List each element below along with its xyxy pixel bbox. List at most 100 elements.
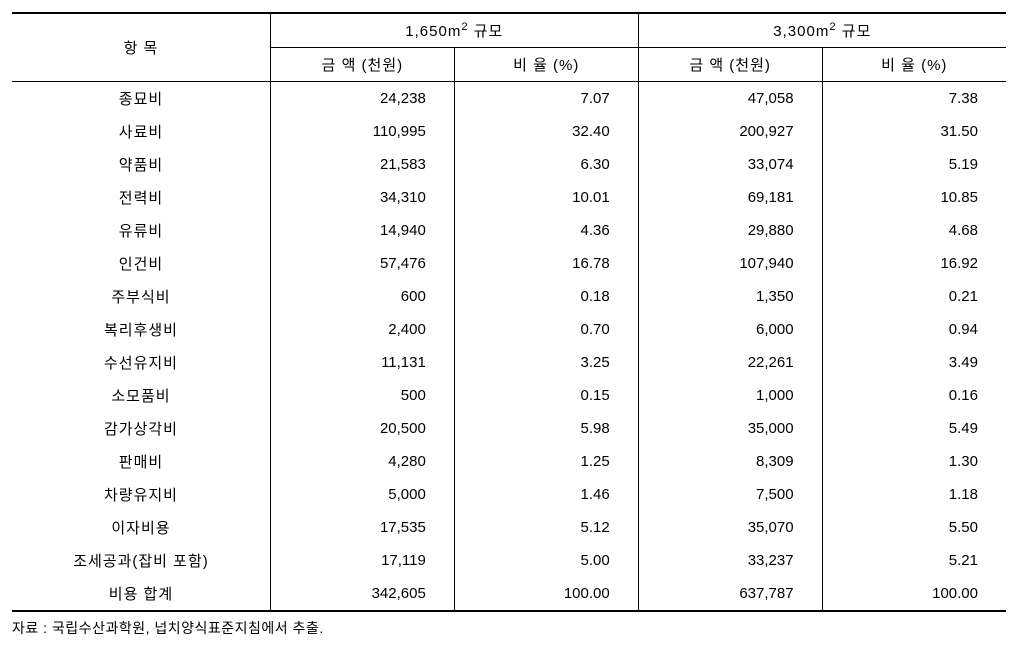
header-scale-2: 3,300m2 규모	[638, 13, 1006, 48]
table-row: 이자비용17,5355.1235,0705.50	[12, 511, 1006, 544]
cell-item: 소모품비	[12, 379, 270, 412]
cell-item: 주부식비	[12, 280, 270, 313]
header-ratio-2: 비 율 (%)	[822, 48, 1006, 82]
cell-ratio-2: 0.21	[822, 280, 1006, 313]
cell-ratio-1: 0.15	[454, 379, 638, 412]
cell-amount-1: 24,238	[270, 82, 454, 116]
header-amount-1: 금 액 (천원)	[270, 48, 454, 82]
cell-item: 인건비	[12, 247, 270, 280]
cell-item: 종묘비	[12, 82, 270, 116]
cell-item: 수선유지비	[12, 346, 270, 379]
header-amount-2: 금 액 (천원)	[638, 48, 822, 82]
cell-ratio-1: 5.98	[454, 412, 638, 445]
cell-amount-1: 5,000	[270, 478, 454, 511]
cell-item: 유류비	[12, 214, 270, 247]
cell-amount-1: 57,476	[270, 247, 454, 280]
cell-amount-1: 11,131	[270, 346, 454, 379]
cell-item: 판매비	[12, 445, 270, 478]
cell-item: 사료비	[12, 115, 270, 148]
cell-amount-2: 35,000	[638, 412, 822, 445]
cell-amount-2: 29,880	[638, 214, 822, 247]
cell-amount-1: 34,310	[270, 181, 454, 214]
cell-amount-2: 35,070	[638, 511, 822, 544]
cell-amount-1: 21,583	[270, 148, 454, 181]
cell-ratio-1: 5.12	[454, 511, 638, 544]
table-row: 복리후생비2,4000.706,0000.94	[12, 313, 1006, 346]
cell-amount-1: 20,500	[270, 412, 454, 445]
cell-amount-1: 17,535	[270, 511, 454, 544]
cell-amount-1: 14,940	[270, 214, 454, 247]
cell-amount-1: 342,605	[270, 577, 454, 611]
cell-amount-2: 6,000	[638, 313, 822, 346]
table-source-note: 자료 : 국립수산과학원, 넙치양식표준지침에서 추출.	[12, 618, 1006, 638]
table-row: 비용 합계342,605100.00637,787100.00	[12, 577, 1006, 611]
header-item: 항 목	[12, 13, 270, 82]
cell-item: 차량유지비	[12, 478, 270, 511]
cell-ratio-2: 0.94	[822, 313, 1006, 346]
cell-amount-2: 1,000	[638, 379, 822, 412]
table-row: 전력비34,31010.0169,18110.85	[12, 181, 1006, 214]
cell-ratio-1: 3.25	[454, 346, 638, 379]
cell-item: 조세공과(잡비 포함)	[12, 544, 270, 577]
scale2-sup: 2	[829, 21, 836, 33]
table-row: 인건비57,47616.78107,94016.92	[12, 247, 1006, 280]
table-row: 주부식비6000.181,3500.21	[12, 280, 1006, 313]
cell-amount-2: 47,058	[638, 82, 822, 116]
cell-item: 감가상각비	[12, 412, 270, 445]
cell-ratio-2: 0.16	[822, 379, 1006, 412]
cell-amount-2: 33,237	[638, 544, 822, 577]
cell-amount-1: 4,280	[270, 445, 454, 478]
cell-amount-1: 110,995	[270, 115, 454, 148]
table-row: 약품비21,5836.3033,0745.19	[12, 148, 1006, 181]
cell-amount-2: 22,261	[638, 346, 822, 379]
cell-amount-1: 600	[270, 280, 454, 313]
cell-amount-2: 8,309	[638, 445, 822, 478]
cell-ratio-2: 5.49	[822, 412, 1006, 445]
cell-item: 복리후생비	[12, 313, 270, 346]
table-row: 사료비110,99532.40200,92731.50	[12, 115, 1006, 148]
cell-ratio-2: 4.68	[822, 214, 1006, 247]
cell-amount-2: 69,181	[638, 181, 822, 214]
cell-ratio-1: 0.18	[454, 280, 638, 313]
cell-ratio-1: 7.07	[454, 82, 638, 116]
scale2-post: 규모	[837, 23, 872, 40]
cell-ratio-1: 5.00	[454, 544, 638, 577]
cell-ratio-1: 16.78	[454, 247, 638, 280]
header-ratio-1: 비 율 (%)	[454, 48, 638, 82]
table-body: 종묘비24,2387.0747,0587.38사료비110,99532.4020…	[12, 82, 1006, 612]
cell-ratio-2: 5.21	[822, 544, 1006, 577]
table-row: 유류비14,9404.3629,8804.68	[12, 214, 1006, 247]
cell-ratio-2: 7.38	[822, 82, 1006, 116]
cell-ratio-1: 1.25	[454, 445, 638, 478]
cell-amount-1: 500	[270, 379, 454, 412]
cell-amount-2: 33,074	[638, 148, 822, 181]
cell-ratio-2: 3.49	[822, 346, 1006, 379]
header-scale-1: 1,650m2 규모	[270, 13, 638, 48]
cell-ratio-1: 4.36	[454, 214, 638, 247]
scale1-post: 규모	[469, 23, 504, 40]
cell-amount-2: 7,500	[638, 478, 822, 511]
cell-amount-2: 637,787	[638, 577, 822, 611]
cell-ratio-2: 1.18	[822, 478, 1006, 511]
cell-item: 이자비용	[12, 511, 270, 544]
scale1-sup: 2	[461, 21, 468, 33]
table-row: 판매비4,2801.258,3091.30	[12, 445, 1006, 478]
cell-ratio-1: 32.40	[454, 115, 638, 148]
scale1-pre: 1,650m	[405, 23, 461, 40]
scale2-pre: 3,300m	[773, 23, 829, 40]
cell-amount-1: 2,400	[270, 313, 454, 346]
cell-ratio-2: 1.30	[822, 445, 1006, 478]
cell-ratio-2: 5.50	[822, 511, 1006, 544]
cell-amount-1: 17,119	[270, 544, 454, 577]
table-row: 조세공과(잡비 포함)17,1195.0033,2375.21	[12, 544, 1006, 577]
cell-ratio-1: 6.30	[454, 148, 638, 181]
table-row: 종묘비24,2387.0747,0587.38	[12, 82, 1006, 116]
table-row: 감가상각비20,5005.9835,0005.49	[12, 412, 1006, 445]
cell-ratio-1: 100.00	[454, 577, 638, 611]
cell-ratio-2: 10.85	[822, 181, 1006, 214]
table-row: 수선유지비11,1313.2522,2613.49	[12, 346, 1006, 379]
cell-amount-2: 200,927	[638, 115, 822, 148]
cell-ratio-2: 31.50	[822, 115, 1006, 148]
cell-amount-2: 107,940	[638, 247, 822, 280]
cell-item: 비용 합계	[12, 577, 270, 611]
